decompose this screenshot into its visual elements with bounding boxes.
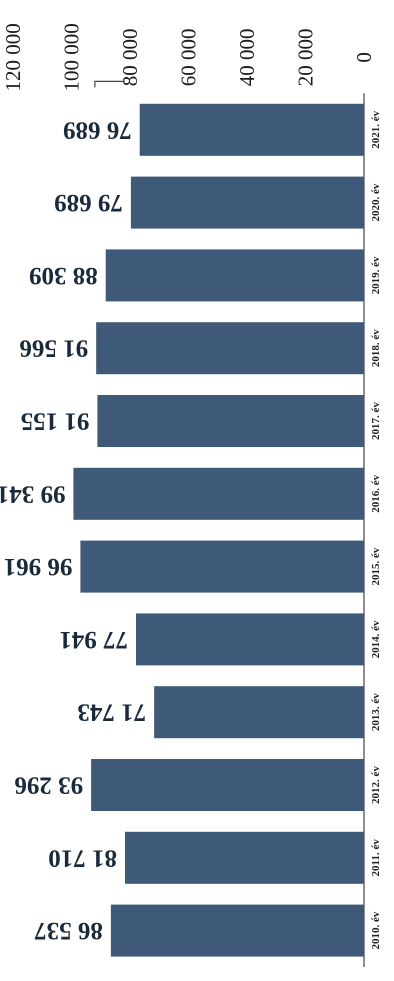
bar-2021	[139, 103, 364, 156]
data-label: 91 566	[19, 335, 88, 362]
category-label: 2015. év	[370, 547, 382, 585]
data-label: 88 309	[29, 262, 98, 289]
data-label: 76 689	[63, 116, 132, 143]
bar-2016	[73, 467, 364, 520]
category-label: 2020. év	[370, 183, 382, 221]
data-label: 93 296	[14, 772, 83, 799]
category-label: 2010. év	[370, 911, 382, 949]
value-tick-label: 80 000	[118, 29, 142, 87]
value-tick-label: 60 000	[177, 29, 201, 87]
axis-bracket	[94, 80, 125, 88]
category-label: 2016. év	[370, 474, 382, 512]
data-label: 81 710	[48, 844, 117, 871]
data-label: 79 689	[54, 189, 123, 216]
value-tick-label: 120 000	[1, 23, 25, 91]
category-label: 2017. év	[370, 402, 382, 440]
category-label: 2018. év	[370, 329, 382, 367]
bar-2015	[80, 540, 364, 593]
value-tick-label: 100 000	[60, 23, 84, 91]
data-label: 99 341	[0, 480, 65, 507]
bar-2011	[124, 831, 364, 884]
value-tick-label: 20 000	[294, 29, 318, 87]
category-label: 2011. év	[370, 839, 382, 877]
bar-2017	[97, 395, 364, 447]
bar-2018	[96, 322, 364, 375]
category-label: 2014. év	[370, 620, 382, 658]
chart-plot: 86 537 2010. év 81 710 2011. év 93 296 2012. …	[0, 23, 382, 967]
value-tick-label: 0	[352, 52, 376, 63]
category-label: 2021. év	[370, 110, 382, 148]
category-label: 2012. év	[370, 766, 382, 804]
category-label: 2019. év	[370, 256, 382, 294]
data-label: 96 961	[4, 553, 73, 580]
data-label: 71 743	[77, 699, 146, 726]
bar-2012	[91, 759, 364, 811]
bar-2019	[105, 249, 364, 302]
data-label: 91 155	[21, 408, 90, 435]
data-label: 77 941	[59, 626, 128, 653]
bar-2014	[136, 613, 364, 666]
data-label: 86 537	[34, 917, 103, 944]
category-label: 2013. év	[370, 693, 382, 731]
value-tick-label: 40 000	[235, 29, 259, 87]
bar-2013	[154, 686, 364, 739]
bar-2010	[110, 904, 364, 957]
bar-2020	[130, 176, 364, 229]
